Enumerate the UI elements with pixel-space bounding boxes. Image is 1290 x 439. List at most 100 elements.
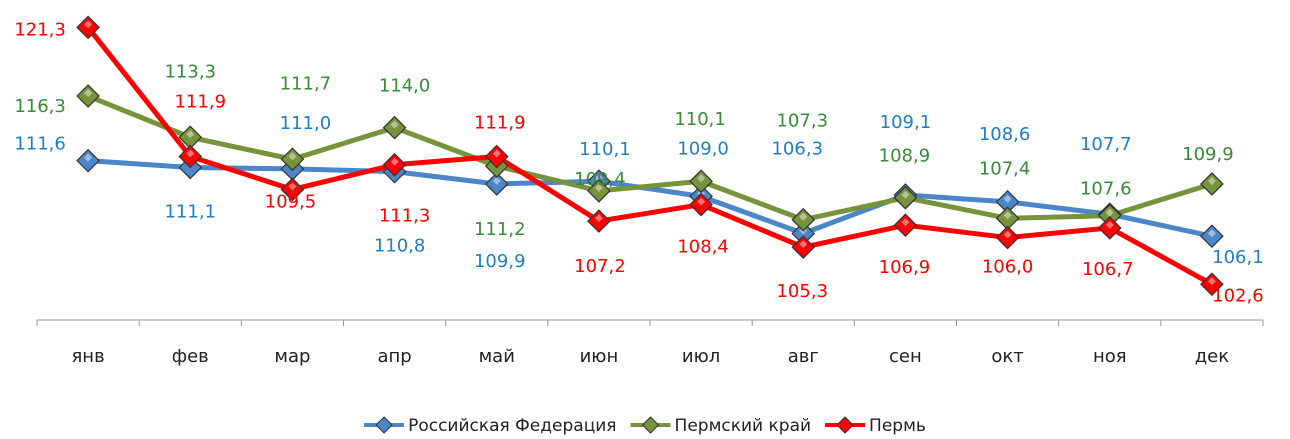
legend-label: Российская Федерация: [408, 416, 616, 436]
data-label: 106,3: [771, 138, 823, 159]
data-label: 105,3: [776, 281, 828, 302]
point-marker: [280, 147, 305, 172]
marker-shine: [1003, 230, 1012, 239]
marker-shine: [492, 176, 501, 185]
series-line: [87, 93, 1213, 223]
marker-shine: [901, 218, 910, 227]
point-marker: [382, 152, 407, 177]
point-marker: [689, 192, 713, 217]
marker-shine: [1207, 277, 1216, 286]
marker-shine: [186, 130, 195, 139]
point-marker: [484, 172, 509, 196]
marker-shine: [84, 89, 93, 98]
point-marker: [280, 177, 305, 202]
marker-shine: [697, 174, 706, 183]
x-tick-label: июн: [580, 346, 619, 367]
data-label: 111,6: [14, 134, 66, 155]
data-label: 110,1: [674, 109, 726, 130]
marker-shine: [594, 214, 603, 223]
marker-shine: [901, 190, 910, 199]
marker-shine: [1105, 220, 1114, 229]
data-label: 109,1: [880, 112, 932, 133]
marker-shine: [288, 182, 297, 191]
data-label: 109,9: [1182, 144, 1234, 165]
point-marker: [689, 169, 713, 194]
data-label: 108,4: [677, 237, 729, 258]
marker-shine: [1207, 176, 1216, 185]
point-marker: [382, 115, 407, 140]
data-label: 111,3: [379, 206, 431, 227]
data-label: 111,0: [280, 113, 332, 134]
marker-shine: [594, 183, 603, 192]
data-label: 107,2: [574, 256, 626, 277]
x-tick-label: фев: [172, 346, 209, 367]
legend-label: Пермь: [869, 416, 926, 436]
point-marker: [178, 144, 203, 169]
point-marker: [791, 207, 816, 232]
data-label: 109,4: [574, 169, 626, 190]
x-tick-label: июл: [682, 346, 720, 367]
data-label: 109,9: [474, 251, 526, 272]
point-marker: [1200, 224, 1224, 249]
data-label: 108,9: [879, 146, 931, 167]
point-marker: [587, 209, 611, 233]
data-label: 106,9: [879, 257, 931, 278]
marker-shine: [492, 149, 501, 158]
series-line: [86, 25, 1214, 287]
legend-marker: [641, 416, 660, 434]
data-label: 106,7: [1082, 259, 1134, 280]
point-marker: [587, 179, 611, 203]
data-label: 109,5: [265, 191, 317, 212]
data-label: 110,1: [579, 139, 631, 160]
marker-shine: [697, 197, 706, 206]
data-label: 111,1: [164, 201, 216, 222]
data-label: 116,3: [14, 96, 66, 117]
data-label: 102,6: [1212, 285, 1264, 306]
data-label: 110,8: [374, 236, 426, 257]
data-label: 107,6: [1080, 179, 1132, 200]
data-label: 111,9: [474, 113, 526, 134]
point-marker: [995, 225, 1020, 250]
data-label: 107,3: [776, 111, 828, 132]
point-marker: [76, 84, 100, 108]
point-marker: [1200, 172, 1224, 196]
marker-shine: [1207, 229, 1216, 238]
point-marker: [893, 185, 918, 210]
x-tick-label: май: [479, 346, 515, 367]
data-label: 106,0: [982, 257, 1034, 278]
legend-label: Пермский край: [675, 416, 812, 436]
legend-marker: [836, 416, 854, 434]
data-label: 114,0: [379, 76, 431, 97]
point-marker: [1200, 272, 1224, 297]
x-tick-label: янв: [71, 346, 104, 367]
data-label: 121,3: [14, 19, 66, 40]
series-line: [87, 158, 1213, 239]
data-label: 107,7: [1080, 134, 1132, 155]
data-label: 111,7: [280, 73, 332, 94]
data-label: 108,6: [979, 124, 1031, 145]
data-label: 106,1: [1212, 247, 1264, 268]
x-tick-label: апр: [377, 346, 411, 367]
marker-shine: [1105, 208, 1114, 217]
data-label: 111,9: [174, 92, 226, 113]
marker-shine: [594, 174, 603, 183]
point-marker: [791, 235, 816, 260]
data-label: 107,4: [979, 158, 1031, 179]
data-label: 111,2: [474, 219, 526, 240]
marker-shine: [84, 153, 93, 162]
x-tick-label: дек: [1195, 346, 1230, 367]
data-label: 109,0: [677, 138, 729, 159]
marker-shine: [1003, 211, 1012, 220]
x-tick-label: ноя: [1093, 346, 1127, 367]
marker-shine: [84, 20, 93, 29]
point-marker: [76, 148, 100, 173]
point-marker: [1097, 216, 1122, 240]
marker-shine: [186, 149, 195, 158]
marker-shine: [1003, 194, 1012, 203]
legend: Российская Федерация Пермский край Пермь: [364, 416, 926, 436]
marker-shine: [390, 120, 399, 129]
x-tick-label: окт: [991, 346, 1023, 367]
point-marker: [484, 144, 509, 169]
